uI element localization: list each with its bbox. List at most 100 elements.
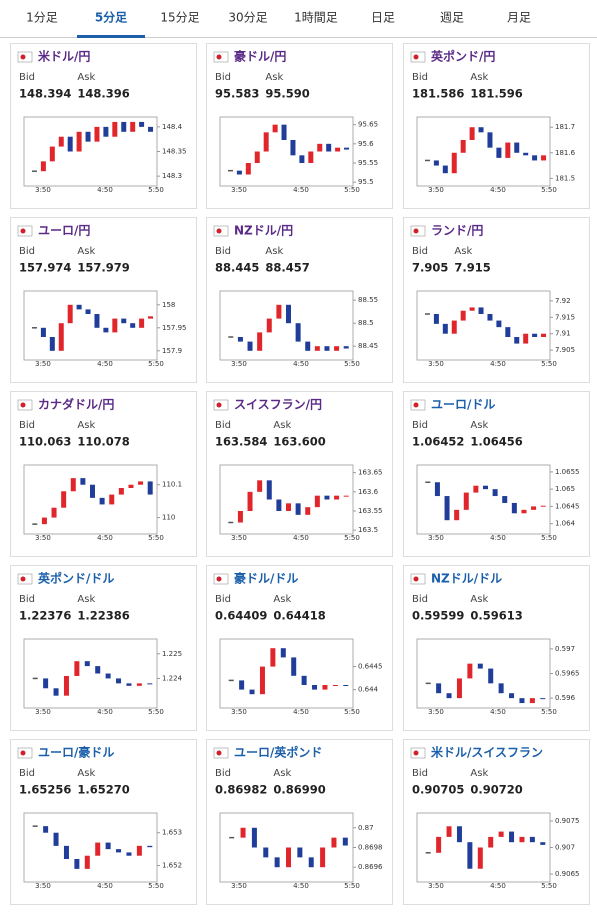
ask-value: 0.86990 (273, 783, 325, 797)
candle (49, 337, 55, 351)
y-tick-label: 95.65 (358, 121, 378, 129)
ask-label: Ask (470, 420, 488, 431)
ask-label: Ask (265, 72, 283, 83)
x-tick-label: 5:50 (541, 186, 557, 194)
ask-value: 0.90720 (470, 783, 522, 797)
candle (247, 341, 253, 351)
pair-name[interactable]: 米ドル/円 (38, 49, 90, 64)
candle (118, 488, 124, 495)
tab[interactable]: 15分足 (160, 11, 199, 25)
candle (84, 855, 90, 869)
ask-value: 181.596 (470, 87, 522, 101)
y-tick-label: 0.6445 (358, 663, 383, 671)
candle (76, 131, 82, 152)
candle (496, 147, 502, 158)
bid-value: 148.394 (19, 87, 71, 101)
flag-mark (216, 228, 222, 234)
tab[interactable]: 1時間足 (294, 11, 338, 25)
candle (130, 323, 136, 328)
y-tick-label: 95.55 (358, 159, 378, 167)
candle (514, 337, 520, 344)
pair-name[interactable]: 豪ドル/円 (234, 49, 286, 64)
candle (128, 484, 134, 488)
candle (487, 314, 493, 321)
y-tick-label: 1.225 (162, 650, 182, 658)
candle (519, 836, 525, 843)
tab[interactable]: 週足 (440, 11, 464, 25)
bid-value: 1.65256 (19, 783, 71, 797)
ask-label: Ask (77, 246, 95, 257)
pair-name[interactable]: ランド/円 (431, 224, 483, 238)
ask-value: 110.078 (77, 435, 129, 449)
bid-value: 163.584 (215, 435, 267, 449)
y-tick-label: 0.644 (358, 686, 379, 694)
ask-label: Ask (454, 246, 472, 257)
x-tick-label: 3:50 (428, 534, 444, 542)
candle (266, 318, 272, 333)
candle (249, 689, 255, 695)
pair-name[interactable]: カナダドル/円 (38, 397, 114, 412)
pair-name[interactable]: 英ポンド/ドル (38, 571, 114, 586)
candle (540, 842, 546, 845)
chart-frame (416, 464, 551, 535)
pair-name[interactable]: ユーロ/英ポンド (234, 745, 322, 760)
candle (308, 151, 314, 163)
y-tick-label: 181.5 (555, 174, 575, 182)
candle (460, 140, 466, 153)
pair-name[interactable]: 英ポンド/円 (431, 49, 495, 64)
candle (130, 121, 136, 132)
candle (451, 320, 457, 334)
bid-value: 7.905 (412, 261, 448, 275)
pair-name[interactable]: NZドル/円 (234, 224, 293, 238)
pair-name[interactable]: 豪ドル/ドル (234, 571, 298, 586)
pair-name[interactable]: 米ドル/スイスフラン (431, 745, 543, 760)
flag-mark (413, 54, 419, 60)
tab[interactable]: 5分足 (95, 10, 127, 25)
pair-name[interactable]: ユーロ/ドル (431, 398, 495, 412)
candle (478, 127, 484, 133)
candle (254, 151, 260, 163)
y-tick-label: 148.3 (162, 172, 182, 180)
ask-value: 1.22386 (77, 609, 129, 623)
pair-name[interactable]: ユーロ/豪ドル (38, 745, 114, 760)
pair-name[interactable]: NZドル/ドル (431, 572, 502, 586)
candle (274, 857, 280, 868)
candle (251, 827, 257, 848)
x-tick-label: 4:50 (293, 186, 309, 194)
candle (505, 142, 511, 158)
y-tick-label: 158 (162, 301, 175, 309)
tab[interactable]: 30分足 (228, 11, 267, 25)
pair-name[interactable]: スイスフラン/円 (234, 398, 322, 412)
x-tick-label: 3:50 (231, 534, 247, 542)
candle (483, 485, 488, 490)
candle (488, 668, 494, 684)
chart-frame (23, 290, 158, 361)
tab[interactable]: 日足 (371, 11, 395, 25)
candle (514, 142, 520, 153)
ask-value: 88.457 (265, 261, 309, 275)
pair-name[interactable]: ユーロ/円 (38, 224, 90, 238)
x-tick-label: 5:50 (344, 534, 360, 542)
candle (280, 648, 286, 658)
tab[interactable]: 月足 (507, 11, 531, 25)
bid-label: Bid (412, 768, 428, 779)
tab[interactable]: 1分足 (26, 11, 58, 25)
candle (342, 837, 348, 846)
candle (41, 517, 47, 525)
candle (469, 127, 475, 140)
